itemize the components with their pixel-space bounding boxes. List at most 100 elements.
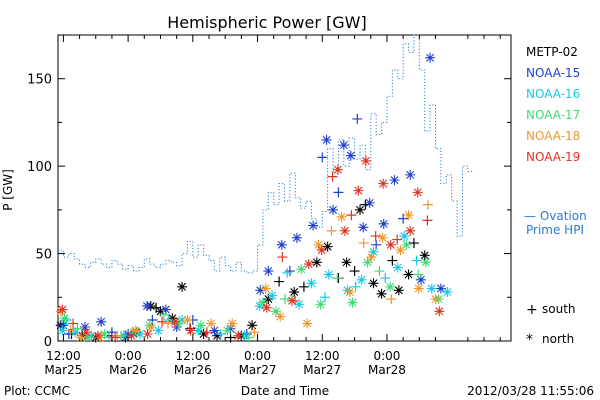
footer-plot-credit: Plot: CCMC (4, 384, 70, 398)
data-point-noaa-18 (163, 318, 174, 329)
data-point-metp-02 (355, 204, 365, 215)
data-point-noaa-15 (276, 239, 287, 250)
data-point-noaa-15 (352, 113, 363, 124)
data-point-noaa-19 (277, 252, 288, 263)
data-point-noaa-16 (134, 329, 145, 340)
data-point-noaa-19 (126, 330, 137, 341)
data-point-noaa-19 (392, 234, 403, 245)
data-point-noaa-17 (82, 332, 93, 343)
data-point-noaa-17 (280, 294, 291, 305)
data-point-noaa-18 (358, 238, 369, 249)
data-point-noaa-19 (360, 155, 371, 166)
data-point-metp-02 (198, 329, 209, 340)
legend: METP-02 NOAA-15 NOAA-16 NOAA-17 NOAA-18 NOAA-… (526, 45, 580, 164)
data-point-noaa-18 (413, 283, 424, 294)
data-point-noaa-16 (350, 281, 361, 292)
data-point-noaa-15 (389, 175, 400, 186)
data-point-noaa-18 (422, 199, 433, 210)
y-axis-label: P [GW] (1, 169, 15, 211)
data-point-noaa-15 (225, 323, 236, 334)
data-point-metp-02 (298, 281, 309, 292)
data-point-noaa-15 (345, 150, 356, 161)
data-point-noaa-17 (332, 273, 343, 284)
x-tick-label: Mar25 (44, 363, 82, 377)
footer-xlabel: Date and Time (241, 384, 329, 398)
data-point-noaa-19 (370, 231, 381, 242)
data-point-metp-02 (311, 257, 322, 268)
data-point-noaa-19 (68, 318, 79, 329)
data-point-noaa-17 (385, 281, 396, 292)
data-point-noaa-19 (327, 171, 338, 182)
data-point-noaa-15 (364, 197, 375, 208)
data-point-noaa-15 (171, 322, 182, 333)
marker-legend-north-label: north (542, 332, 574, 346)
data-point-metp-02 (368, 278, 379, 289)
ovation-legend: — Ovation Prime HPI (524, 209, 587, 237)
data-point-noaa-15 (255, 285, 266, 296)
data-point-noaa-17 (315, 299, 326, 310)
x-axis: 12:00Mar250:00Mar2612:00Mar260:00Mar2712… (44, 35, 501, 377)
data-point-noaa-18 (275, 311, 286, 322)
data-point-noaa-19 (201, 327, 212, 338)
data-point-noaa-17 (59, 313, 70, 324)
data-point-noaa-15 (398, 213, 409, 224)
data-point-noaa-16 (380, 273, 391, 284)
marker-legend-south-label: south (542, 302, 576, 316)
x-tick-label: 12:00 (305, 349, 340, 363)
data-point-noaa-18 (65, 325, 76, 336)
data-point-noaa-16 (319, 292, 330, 303)
data-point-noaa-15 (405, 169, 416, 180)
y-tick-label: 150 (27, 73, 52, 88)
data-point-noaa-19 (422, 215, 433, 226)
x-tick-label: Mar26 (174, 363, 212, 377)
y-tick-label: 0 (44, 335, 52, 350)
data-point-noaa-18 (344, 287, 355, 298)
data-point-noaa-18 (112, 330, 123, 341)
y-axis: 0 50 100 150 (27, 73, 511, 350)
data-point-noaa-18 (403, 210, 414, 221)
data-point-noaa-16 (267, 290, 278, 301)
data-point-noaa-15 (358, 222, 369, 233)
data-point-noaa-18 (302, 318, 313, 329)
data-point-noaa-17 (420, 257, 431, 268)
data-point-noaa-18 (336, 211, 347, 222)
data-point-noaa-16 (193, 325, 204, 336)
data-point-noaa-16 (392, 262, 403, 273)
data-point-noaa-19 (81, 327, 92, 338)
x-tick-label: 0:00 (373, 349, 400, 363)
data-point-noaa-16 (399, 231, 410, 242)
data-point-metp-02 (341, 257, 352, 268)
data-point-noaa-17 (270, 306, 281, 317)
data-point-noaa-19 (92, 330, 103, 341)
legend-item-metp-02: METP-02 (526, 45, 578, 59)
data-point-noaa-18 (260, 283, 271, 294)
ovation-legend-line2: Prime HPI (526, 223, 584, 237)
plot-frame (57, 34, 512, 342)
data-point-noaa-19 (287, 295, 298, 306)
marker-legend: + south * north (526, 302, 576, 348)
data-point-metp-02 (322, 241, 333, 252)
data-point-noaa-19 (57, 304, 68, 315)
ovation-legend-line1: — Ovation (524, 209, 587, 223)
data-point-noaa-18 (430, 294, 441, 305)
x-tick-label: 12:00 (46, 349, 81, 363)
data-point-metp-02 (247, 320, 258, 331)
legend-item-noaa-15: NOAA-15 (526, 66, 580, 80)
data-point-noaa-18 (249, 327, 260, 338)
marker-legend-south-symbol: + (526, 302, 538, 318)
ovation-line (58, 34, 473, 274)
data-point-metp-02 (393, 285, 404, 296)
data-point-noaa-18 (206, 318, 217, 329)
data-point-metp-02 (376, 288, 387, 299)
data-point-metp-02 (349, 266, 360, 277)
data-point-noaa-19 (233, 330, 244, 341)
data-point-noaa-15 (160, 304, 171, 315)
marker-legend-north-symbol: * (526, 332, 533, 348)
data-point-noaa-15 (321, 134, 332, 145)
legend-item-noaa-19: NOAA-19 (526, 150, 580, 164)
data-point-noaa-17 (99, 329, 110, 340)
data-point-noaa-19 (339, 225, 350, 236)
data-point-noaa-19 (346, 210, 357, 221)
y-tick-label: 50 (35, 248, 52, 263)
data-point-noaa-15 (308, 220, 319, 231)
